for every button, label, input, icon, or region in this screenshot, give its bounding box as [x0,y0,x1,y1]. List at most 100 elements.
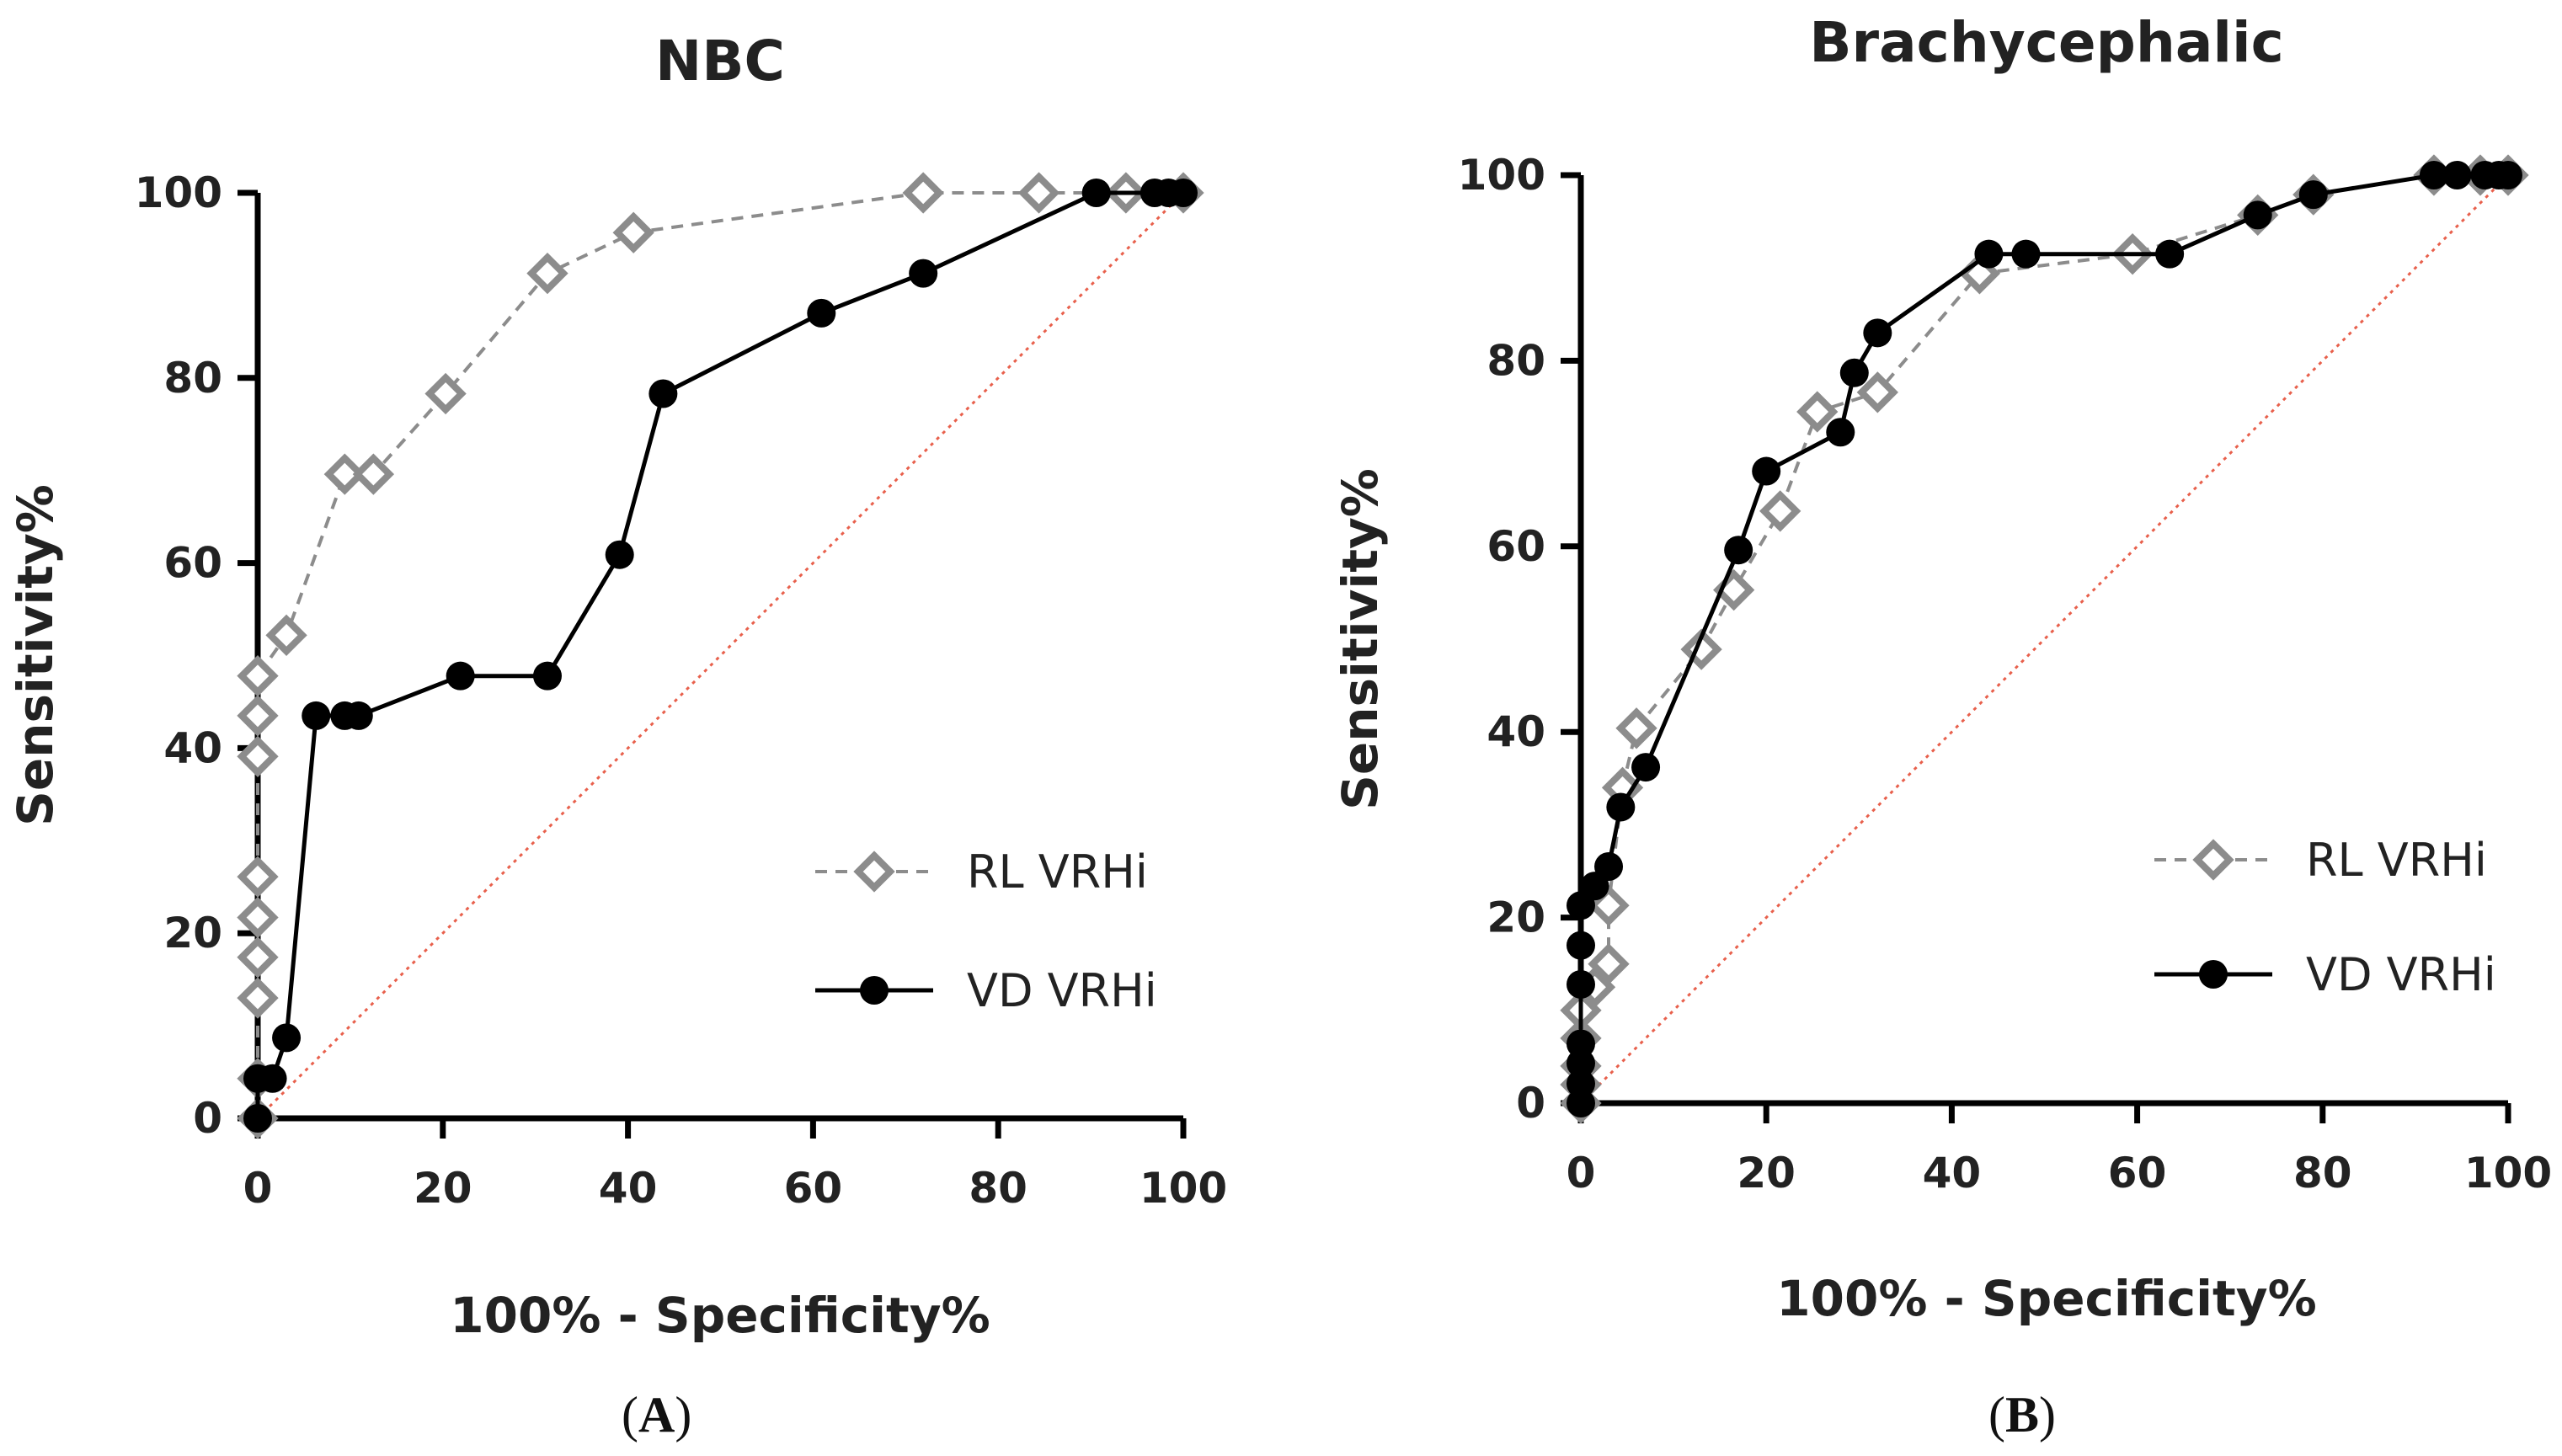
x-tick-label: 80 [969,1164,1027,1213]
legend-entry: VD VRHi [2154,948,2496,1001]
y-tick-label: 40 [1486,707,1545,756]
data-point-circle [532,661,562,691]
data-point-circle [2155,239,2185,269]
series-vd-vrhi [1567,161,2522,1117]
y-tick-label: 20 [163,909,222,957]
y-tick-label: 100 [1458,151,1545,200]
data-point-diamond [902,172,944,214]
y-tick-label: 0 [1516,1079,1545,1128]
legend-marker-diamond [853,851,895,893]
data-point-diamond [237,856,279,898]
data-point-circle [1567,969,1595,999]
x-tick-label: 20 [414,1164,472,1213]
y-tick-label: 40 [163,723,222,772]
data-point-circle [1567,1069,1595,1098]
legend-marker-circle [2199,960,2228,989]
x-tick-label: 80 [2293,1149,2352,1197]
legend-marker-diamond [2192,839,2234,881]
data-point-diamond [323,453,366,495]
legend-label: RL VRHi [967,845,1148,899]
data-point-diamond [237,896,279,939]
data-point-circle [1169,179,1198,207]
data-point-circle [1724,536,1753,565]
data-point-diamond [237,977,279,1019]
legend-label: VD VRHi [967,964,1157,1017]
y-tick-label: 60 [1486,522,1545,571]
data-point-diamond [1856,371,1898,413]
data-point-circle [1863,318,1892,348]
x-tick-label: 0 [243,1164,273,1213]
legend-label: VD VRHi [2306,948,2496,1001]
legend-entry: VD VRHi [815,964,1157,1017]
data-point-diamond [237,936,279,979]
y-axis-label: Sensitivity% [7,484,64,826]
data-point-circle [2243,200,2272,230]
data-point-circle [344,701,373,730]
chart-panel-b: Brachycephalic 0 20 40 60 80 100 0 20 40 60 80 100 Se… [1332,10,2552,1443]
series-vd-vrhi [243,179,1198,1133]
legend-entry: RL VRHi [815,845,1148,899]
data-point-diamond [1588,884,1630,926]
y-tick-label: 60 [163,539,222,588]
data-point-circle [2442,161,2472,189]
chart-title: NBC [655,29,785,93]
data-point-circle [2419,161,2448,189]
data-point-diamond [1588,943,1630,985]
panel-letter: B [2005,1387,2039,1443]
x-tick-label: 60 [784,1164,843,1213]
legend-entry: RL VRHi [2154,834,2487,887]
x-tick-label: 0 [1567,1149,1596,1197]
y-tick-label: 100 [135,168,222,217]
data-point-diamond [1796,391,1839,433]
data-point-circle [243,1104,272,1133]
panel-letter: A [638,1387,675,1443]
x-tick-label: 60 [2108,1149,2167,1197]
data-point-diamond [612,211,654,253]
data-point-circle [272,1023,302,1053]
y-tick-label: 80 [1486,336,1545,385]
data-point-circle [649,379,678,408]
y-tick-label: 20 [1486,893,1545,942]
data-point-circle [605,540,634,569]
x-tick-label: 40 [599,1164,658,1213]
data-point-circle [2494,161,2522,189]
panel-label: (A) [622,1387,691,1443]
data-point-circle [2011,239,2041,269]
data-point-circle [1839,358,1869,387]
data-point-circle [258,1064,287,1093]
x-axis-label: 100% - Specificity% [1776,1270,2316,1327]
y-tick-label: 0 [193,1094,222,1143]
chart-title: Brachycephalic [1809,10,2284,75]
data-point-circle [909,259,938,288]
data-point-diamond [265,614,307,656]
data-point-diamond [1615,707,1657,749]
data-point-diamond [1017,172,1060,214]
data-point-circle [1826,418,1855,447]
data-point-circle [302,701,331,730]
x-tick-label: 100 [1140,1164,1227,1213]
data-point-diamond [424,372,467,415]
data-point-circle [446,661,475,691]
data-point-diamond [1759,490,1801,532]
y-axis-label: Sensitivity% [1332,468,1389,810]
data-point-circle [1974,239,2004,269]
x-axis-label: 100% - Specificity% [450,1287,990,1344]
data-point-circle [1594,851,1624,881]
legend-marker-circle [860,976,889,1005]
x-tick-label: 40 [1923,1149,1982,1197]
data-point-diamond [237,655,279,697]
data-point-circle [1081,179,1111,207]
data-point-circle [1567,931,1595,960]
chart-panel-a: NBC 0 20 40 60 80 100 0 20 40 60 80 100 Sensitivity% 1… [7,29,1227,1443]
data-point-diamond [237,735,279,777]
data-point-circle [807,298,836,328]
data-point-circle [1631,753,1661,782]
data-point-circle [2298,180,2328,210]
x-tick-label: 100 [2464,1149,2552,1197]
data-point-circle [1567,1029,1595,1059]
data-point-diamond [352,453,395,495]
data-point-diamond [526,252,568,295]
data-point-circle [1752,456,1781,486]
data-point-diamond [237,695,279,737]
